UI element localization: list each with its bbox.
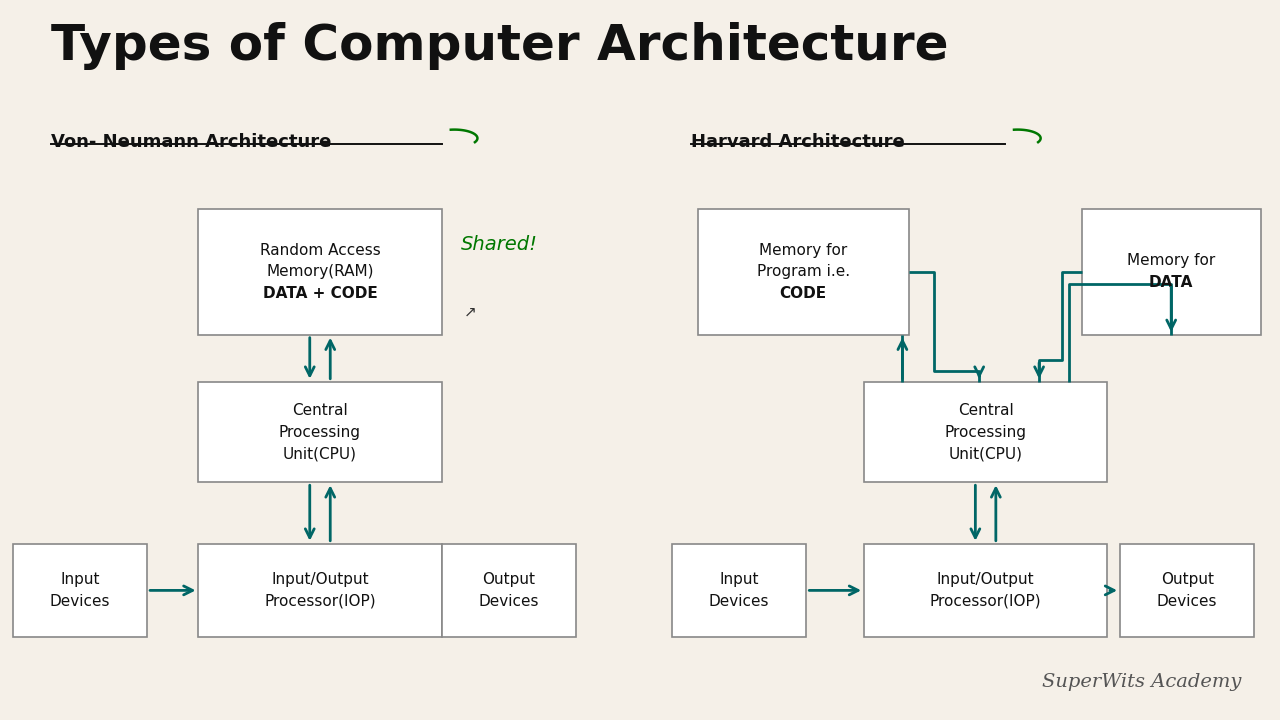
Text: Input: Input: [60, 572, 100, 587]
Text: CODE: CODE: [780, 286, 827, 301]
FancyBboxPatch shape: [1082, 209, 1261, 335]
Text: Memory(RAM): Memory(RAM): [266, 264, 374, 279]
FancyBboxPatch shape: [442, 544, 576, 637]
Text: Devices: Devices: [1157, 594, 1217, 608]
Text: Unit(CPU): Unit(CPU): [283, 446, 357, 461]
Text: Devices: Devices: [479, 594, 539, 608]
Text: SuperWits Academy: SuperWits Academy: [1042, 673, 1242, 691]
Text: Devices: Devices: [709, 594, 769, 608]
Text: Processor(IOP): Processor(IOP): [264, 594, 376, 608]
Text: Processing: Processing: [279, 425, 361, 439]
FancyBboxPatch shape: [198, 544, 442, 637]
Text: Shared!: Shared!: [461, 235, 538, 253]
Text: Memory for: Memory for: [1128, 253, 1215, 269]
Text: Devices: Devices: [50, 594, 110, 608]
Text: Types of Computer Architecture: Types of Computer Architecture: [51, 22, 948, 70]
FancyBboxPatch shape: [198, 209, 442, 335]
FancyBboxPatch shape: [864, 382, 1107, 482]
Text: Memory for: Memory for: [759, 243, 847, 258]
Text: Harvard Architecture: Harvard Architecture: [691, 133, 905, 151]
FancyBboxPatch shape: [198, 382, 442, 482]
Text: Program i.e.: Program i.e.: [756, 264, 850, 279]
Text: Von- Neumann Architecture: Von- Neumann Architecture: [51, 133, 332, 151]
FancyBboxPatch shape: [698, 209, 909, 335]
Text: $\nearrow$: $\nearrow$: [461, 305, 476, 320]
Text: DATA: DATA: [1149, 275, 1193, 290]
Text: Output: Output: [483, 572, 535, 587]
FancyBboxPatch shape: [672, 544, 806, 637]
Text: DATA + CODE: DATA + CODE: [262, 286, 378, 301]
Text: Processor(IOP): Processor(IOP): [929, 594, 1042, 608]
Text: Input/Output: Input/Output: [937, 572, 1034, 587]
Text: Central: Central: [292, 403, 348, 418]
FancyBboxPatch shape: [1120, 544, 1254, 637]
Text: Random Access: Random Access: [260, 243, 380, 258]
Text: Output: Output: [1161, 572, 1213, 587]
FancyBboxPatch shape: [864, 544, 1107, 637]
Text: Unit(CPU): Unit(CPU): [948, 446, 1023, 461]
FancyBboxPatch shape: [13, 544, 147, 637]
Text: Input: Input: [719, 572, 759, 587]
Text: Central: Central: [957, 403, 1014, 418]
Text: Input/Output: Input/Output: [271, 572, 369, 587]
Text: Processing: Processing: [945, 425, 1027, 439]
